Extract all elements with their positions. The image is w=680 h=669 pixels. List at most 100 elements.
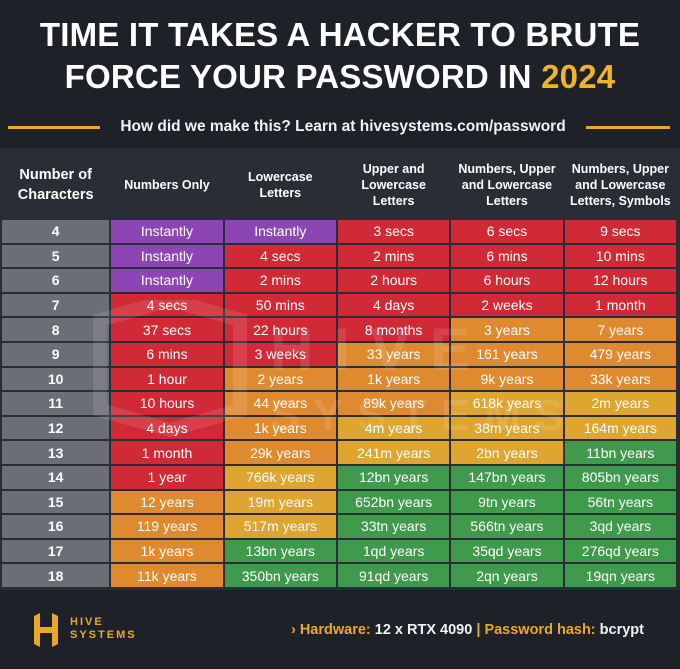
table-row: 15 12 years 19m years 652bn years 9tn years 5…: [2, 490, 676, 514]
character-count-cell: 17: [2, 539, 110, 563]
character-count-cell: 13: [2, 441, 110, 464]
table-row: 12 4 days 1k years 4m years 38m years 164m ye…: [2, 416, 676, 440]
chevron-right-icon: ›: [290, 622, 296, 638]
time-cell: 38m years: [451, 416, 563, 440]
time-cell: 8 months: [337, 318, 450, 341]
table-row: 6 Instantly 2 mins 2 hours 6 hours 12 hours: [2, 269, 676, 292]
table-row: 10 1 hour 2 years 1k years 9k years 33k years: [2, 367, 676, 391]
brute-force-table: Number of Characters Numbers Only Lowercas…: [0, 150, 678, 589]
time-cell: 161 years: [451, 342, 563, 366]
column-header-5: Numbers, Upper and Lowercase Letters, Sy…: [569, 162, 671, 208]
character-count-cell: 6: [2, 269, 110, 292]
time-cell: 3 secs: [337, 220, 450, 243]
hardware-value: 12 x RTX 4090: [374, 622, 473, 638]
time-cell: 618k years: [451, 392, 563, 415]
table-row: 18 11k years 350bn years 91qd years 2qn year…: [2, 564, 676, 587]
time-cell: 1k years: [111, 539, 223, 563]
time-cell: 1 month: [564, 293, 676, 317]
subtitle-row: How did we make this? Learn at hivesyste…: [0, 116, 680, 138]
time-cell: 50 mins: [224, 293, 336, 317]
time-cell: 4 days: [337, 293, 450, 317]
time-cell: Instantly: [111, 244, 223, 268]
time-cell: 12 hours: [564, 269, 676, 292]
time-cell: 56tn years: [564, 490, 676, 514]
time-cell: 33k years: [564, 367, 676, 391]
time-cell: Instantly: [224, 220, 336, 243]
time-cell: 2 years: [224, 367, 336, 391]
time-cell: 7 years: [564, 318, 676, 341]
time-cell: 44 years: [224, 392, 336, 415]
footnote-separator: |: [476, 622, 481, 638]
character-count-cell: 14: [2, 465, 110, 489]
time-cell: 11bn years: [564, 441, 676, 464]
time-cell: 1 year: [111, 465, 223, 489]
logo-text-line-2: SYSTEMS: [70, 629, 137, 641]
logo-text-line-1: HIVE: [70, 616, 104, 628]
table-row: 4 Instantly Instantly 3 secs 6 secs 9 secs: [2, 220, 676, 243]
time-cell: 13bn years: [224, 539, 336, 563]
column-header-2: Lowercase Letters: [247, 170, 313, 200]
time-cell: 4 secs: [111, 293, 223, 317]
time-cell: 3qd years: [564, 515, 676, 538]
table-row: 11 10 hours 44 years 89k years 618k years 2m …: [2, 392, 676, 415]
character-count-cell: 12: [2, 416, 110, 440]
character-count-cell: 9: [2, 342, 110, 366]
time-cell: 479 years: [564, 342, 676, 366]
time-cell: 2 mins: [337, 244, 450, 268]
subtitle-divider-right: [586, 126, 670, 129]
time-cell: 241m years: [337, 441, 450, 464]
character-count-cell: 5: [2, 244, 110, 268]
character-count-cell: 16: [2, 515, 110, 538]
time-cell: 9tn years: [451, 490, 563, 514]
time-cell: 12 years: [111, 490, 223, 514]
time-cell: 350bn years: [224, 564, 336, 587]
table-body: 4 Instantly Instantly 3 secs 6 secs 9 secs 5 In…: [2, 220, 676, 587]
hash-label: Password hash:: [484, 622, 596, 638]
time-cell: 89k years: [337, 392, 450, 415]
time-cell: 805bn years: [564, 465, 676, 489]
table-row: 17 1k years 13bn years 1qd years 35qd years 2…: [2, 539, 676, 563]
time-cell: 517m years: [224, 515, 336, 538]
time-cell: 22 hours: [224, 318, 336, 341]
time-cell: 19qn years: [564, 564, 676, 587]
time-cell: 147bn years: [451, 465, 563, 489]
table-row: 5 Instantly 4 secs 2 mins 6 mins 10 mins: [2, 244, 676, 268]
time-cell: 2qn years: [451, 564, 563, 587]
title-line-2: FORCE YOUR PASSWORD IN 2024: [0, 56, 680, 98]
time-cell: 12bn years: [337, 465, 450, 489]
time-cell: 2 mins: [224, 269, 336, 292]
column-header-1: Numbers Only: [124, 178, 210, 192]
time-cell: Instantly: [111, 220, 223, 243]
time-cell: 33tn years: [337, 515, 450, 538]
time-cell: 1k years: [224, 416, 336, 440]
time-cell: 1qd years: [337, 539, 450, 563]
table-row: 16 119 years 517m years 33tn years 566tn yea…: [2, 515, 676, 538]
time-cell: 652bn years: [337, 490, 450, 514]
time-cell: 119 years: [111, 515, 223, 538]
time-cell: 4 secs: [224, 244, 336, 268]
time-cell: Instantly: [111, 269, 223, 292]
time-cell: 37 secs: [111, 318, 223, 341]
time-cell: 10 mins: [564, 244, 676, 268]
time-cell: 9k years: [451, 367, 563, 391]
subtitle-link[interactable]: How did we make this? Learn at hivesyste…: [120, 118, 566, 135]
time-cell: 19m years: [224, 490, 336, 514]
time-cell: 6 mins: [451, 244, 563, 268]
column-header-3: Upper and Lowercase Letters: [361, 162, 426, 208]
character-count-cell: 10: [2, 367, 110, 391]
title-line-2-text: FORCE YOUR PASSWORD IN: [64, 58, 532, 95]
column-header-4: Numbers, Upper and Lowercase Letters: [458, 162, 556, 208]
time-cell: 276qd years: [564, 539, 676, 563]
hive-logo-text: HIVE SYSTEMS: [70, 616, 137, 642]
time-cell: 33 years: [337, 342, 450, 366]
time-cell: 10 hours: [111, 392, 223, 415]
time-cell: 3 years: [451, 318, 563, 341]
time-cell: 1k years: [337, 367, 450, 391]
time-cell: 1 hour: [111, 367, 223, 391]
table-header-row: Number of Characters Numbers Only Lowercas…: [2, 152, 676, 218]
time-cell: 29k years: [224, 441, 336, 464]
time-cell: 164m years: [564, 416, 676, 440]
hive-logo-icon: [34, 613, 58, 647]
